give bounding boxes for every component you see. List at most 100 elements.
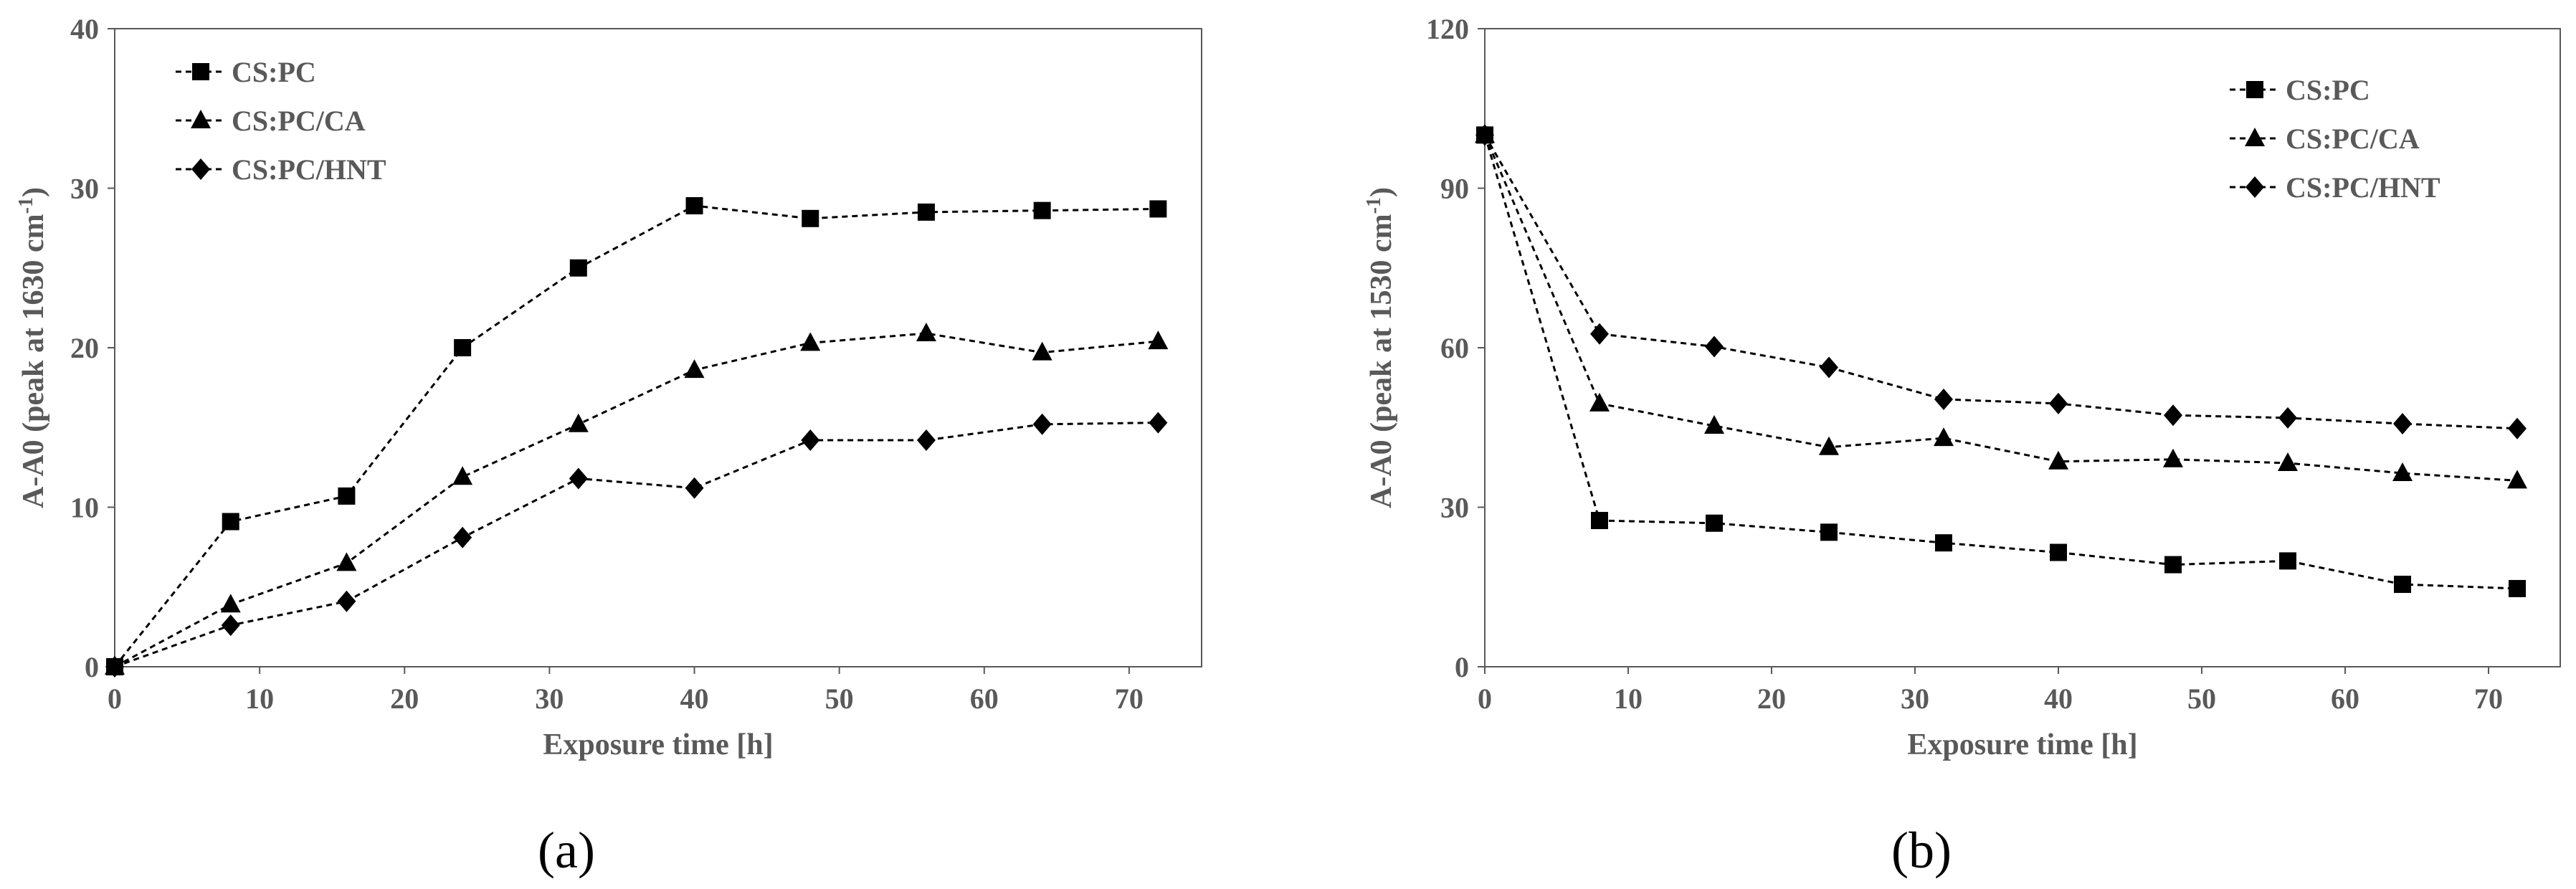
data-point <box>801 429 820 452</box>
series-line <box>114 422 1159 668</box>
data-point <box>2394 576 2411 594</box>
y-tick-label: 90 <box>1440 173 1469 205</box>
chart-b: 0 30 60 90 120 0 10 20 30 40 50 60 70 Exposure time [… <box>1363 13 2561 879</box>
data-point <box>1475 124 1494 146</box>
x-tick-label: 70 <box>1115 683 1144 715</box>
x-tick-label: 0 <box>108 683 122 715</box>
y-axis-title: A-A0 (peak at 1530 cm-1) <box>1363 187 1399 508</box>
x-tick-label: 0 <box>1478 683 1492 715</box>
panel-label: (a) <box>538 822 595 879</box>
data-point <box>569 259 587 277</box>
data-point <box>1148 331 1169 350</box>
data-point <box>2279 552 2296 570</box>
data-point <box>685 477 704 499</box>
x-tick-label: 40 <box>2044 683 2073 715</box>
legend-entry-label: CS:PC/HNT <box>2286 171 2440 204</box>
y-tick-label: 60 <box>1440 332 1469 364</box>
x-tick-label: 20 <box>1757 683 1786 715</box>
legend-entry-label: CS:PC/CA <box>232 105 366 137</box>
data-point <box>1149 412 1168 434</box>
data-point <box>2507 470 2527 489</box>
data-point <box>1934 388 1953 410</box>
series-cs-pc-hnt <box>105 412 1168 678</box>
data-point <box>2278 452 2298 471</box>
data-point <box>568 413 589 432</box>
data-point <box>2164 556 2182 574</box>
y-tick-label: 30 <box>70 173 99 205</box>
data-point <box>2164 404 2182 427</box>
y-tick-label: 40 <box>70 13 99 45</box>
y-tick-label: 30 <box>1440 492 1469 524</box>
data-point <box>336 552 357 571</box>
data-point <box>220 594 241 613</box>
data-point <box>1589 392 1610 412</box>
data-point <box>1820 356 1838 379</box>
data-point <box>1033 201 1051 219</box>
data-point <box>802 209 819 227</box>
data-point <box>2278 407 2297 429</box>
data-point <box>453 526 472 548</box>
data-point <box>1590 323 1609 345</box>
data-point <box>916 322 936 341</box>
x-axis-title: Exposure time [h] <box>1907 728 2137 761</box>
legend-marker <box>191 110 211 128</box>
panel-label: (b) <box>1891 822 1952 879</box>
data-point <box>917 203 935 221</box>
data-point <box>1149 200 1167 218</box>
data-point <box>1032 341 1052 361</box>
legend-entry-label: CS:PC/HNT <box>232 153 386 186</box>
y-tick-label: 10 <box>70 492 99 524</box>
data-point <box>2508 417 2527 439</box>
x-tick-label: 70 <box>2474 683 2503 715</box>
x-tick-label: 30 <box>535 683 564 715</box>
x-tick-label: 50 <box>2187 683 2216 715</box>
x-axis-title: Exposure time [h] <box>543 728 773 761</box>
data-point <box>337 590 356 612</box>
data-point <box>2509 579 2526 597</box>
x-tick-label: 20 <box>390 683 419 715</box>
x-tick-label: 10 <box>1614 683 1643 715</box>
series-line <box>1483 134 2518 482</box>
x-tick-label: 60 <box>2331 683 2359 715</box>
legend-entry-label: CS:PC <box>232 56 316 88</box>
data-point <box>222 513 239 531</box>
y-tick-label: 0 <box>85 651 99 683</box>
data-point <box>1934 427 1954 447</box>
series-line <box>1483 134 2518 430</box>
data-point <box>2163 448 2183 467</box>
x-tick-label: 30 <box>1901 683 1929 715</box>
data-point <box>2392 462 2413 482</box>
data-point <box>2050 543 2067 561</box>
x-tick-label: 50 <box>825 683 854 715</box>
data-point <box>338 487 356 505</box>
data-point <box>1032 413 1052 435</box>
x-tick-label: 10 <box>245 683 274 715</box>
data-point <box>685 196 703 214</box>
chart-a: 0 10 20 30 40 0 10 20 30 40 50 60 70 Exposure time [h… <box>15 13 1202 879</box>
series-cs-pc <box>106 196 1167 675</box>
data-point <box>1706 514 1723 532</box>
data-point <box>1820 523 1838 541</box>
data-point <box>105 656 124 678</box>
series-line <box>114 332 1159 668</box>
legend-marker <box>191 158 210 180</box>
series-line <box>1483 134 2518 590</box>
x-tick-label: 60 <box>970 683 999 715</box>
series-line <box>113 204 1159 667</box>
data-point <box>454 339 472 356</box>
data-point <box>2048 450 2068 470</box>
legend-marker <box>192 63 209 80</box>
y-tick-label: 0 <box>1455 651 1469 683</box>
y-tick-label: 20 <box>70 332 99 364</box>
y-axis-title: A-A0 (peak at 1630 cm-1) <box>15 187 51 508</box>
legend-entry-label: CS:PC/CA <box>2286 123 2420 155</box>
legend: CS:PC CS:PC/CA CS:PC/HNT <box>176 56 386 186</box>
legend: CS:PC CS:PC/CA CS:PC/HNT <box>2230 74 2440 204</box>
legend-marker <box>2246 81 2263 98</box>
data-point <box>916 429 936 452</box>
legend-marker <box>2245 128 2265 146</box>
data-point <box>1819 436 1839 455</box>
series-cs-pc-ca <box>105 322 1169 675</box>
data-point <box>1591 512 1608 530</box>
